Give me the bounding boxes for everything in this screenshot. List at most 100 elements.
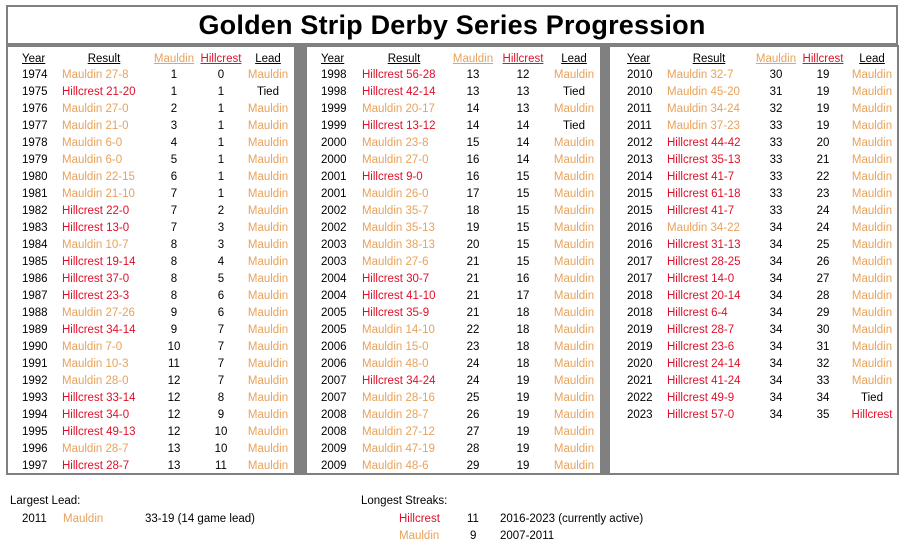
table-row: 1975 Hillcrest 21-20 1 1 Tied	[8, 84, 294, 101]
cell-hillcrest-wins: 19	[816, 86, 830, 98]
cell-lead: Mauldin	[247, 154, 289, 166]
cell-year: 2015	[627, 188, 653, 200]
page-title-text: Golden Strip Derby Series Progression	[198, 9, 706, 40]
cell-year: 1979	[22, 154, 48, 166]
cell-hillcrest-wins: 19	[816, 120, 830, 132]
cell-hillcrest-wins: 19	[816, 103, 830, 115]
table-row: 2017 Hillcrest 14-0 34 27 Mauldin	[610, 271, 897, 288]
cell-result: Hillcrest 13-12	[362, 120, 436, 132]
cell-mauldin-wins: 10	[167, 341, 181, 353]
cell-result: Mauldin 48-0	[362, 358, 429, 370]
cell-lead: Mauldin	[247, 358, 289, 370]
table-row: 1992 Mauldin 28-0 12 7 Mauldin	[8, 373, 294, 390]
cell-mauldin-wins: 34	[769, 324, 783, 336]
cell-hillcrest-wins: 1	[217, 154, 225, 166]
table-row: 2002 Mauldin 35-13 19 15 Mauldin	[307, 220, 600, 237]
table-row: 1993 Hillcrest 33-14 12 8 Mauldin	[8, 390, 294, 407]
cell-hillcrest-wins: 8	[217, 392, 225, 404]
cell-year: 1988	[22, 307, 48, 319]
cell-result: Mauldin 21-0	[62, 120, 129, 132]
table-row: 1983 Hillcrest 13-0 7 3 Mauldin	[8, 220, 294, 237]
cell-mauldin-wins: 33	[769, 171, 783, 183]
cell-mauldin-wins: 28	[466, 443, 480, 455]
cell-hillcrest-wins: 15	[516, 171, 530, 183]
cell-mauldin-wins: 24	[466, 375, 480, 387]
cell-hillcrest-wins: 26	[816, 256, 830, 268]
cell-mauldin-wins: 12	[167, 426, 181, 438]
column-header-result: Result	[387, 53, 421, 65]
cell-result: Mauldin 34-22	[667, 222, 740, 234]
cell-mauldin-wins: 27	[466, 426, 480, 438]
table-row: 2011 Mauldin 34-24 32 19 Mauldin	[610, 101, 897, 118]
column-header-result: Result	[692, 53, 726, 65]
cell-mauldin-wins: 9	[170, 307, 178, 319]
cell-lead: Mauldin	[553, 188, 595, 200]
cell-mauldin-wins: 18	[466, 205, 480, 217]
cell-lead: Mauldin	[247, 103, 289, 115]
cell-lead: Mauldin	[851, 103, 893, 115]
cell-result: Mauldin 28-0	[62, 375, 129, 387]
cell-year: 2008	[321, 409, 347, 421]
cell-lead: Mauldin	[553, 222, 595, 234]
series-table: Year Result Mauldin Hillcrest Lead 1974 Mauldi…	[6, 45, 899, 475]
cell-result: Hillcrest 14-0	[667, 273, 735, 285]
cell-result: Mauldin 6-0	[62, 154, 123, 166]
cell-lead: Mauldin	[851, 222, 893, 234]
cell-hillcrest-wins: 20	[816, 137, 830, 149]
cell-year: 2000	[321, 137, 347, 149]
cell-mauldin-wins: 16	[466, 154, 480, 166]
cell-mauldin-wins: 20	[466, 239, 480, 251]
cell-lead: Mauldin	[247, 69, 289, 81]
cell-mauldin-wins: 8	[170, 273, 178, 285]
streak-range-mauldin: 2007-2011	[500, 530, 555, 542]
cell-lead: Mauldin	[553, 239, 595, 251]
table-row: 2004 Hillcrest 30-7 21 16 Mauldin	[307, 271, 600, 288]
cell-mauldin-wins: 32	[769, 103, 783, 115]
cell-result: Mauldin 45-20	[667, 86, 740, 98]
cell-result: Hillcrest 23-3	[62, 290, 130, 302]
table-row: 1995 Hillcrest 49-13 12 10 Mauldin	[8, 424, 294, 441]
table-panel-2: Year Result Mauldin Hillcrest Lead 1998 Hillcr…	[307, 47, 600, 473]
cell-hillcrest-wins: 15	[516, 205, 530, 217]
cell-hillcrest-wins: 34	[816, 392, 830, 404]
cell-lead: Mauldin	[247, 443, 289, 455]
cell-mauldin-wins: 22	[466, 324, 480, 336]
cell-mauldin-wins: 34	[769, 273, 783, 285]
cell-hillcrest-wins: 15	[516, 188, 530, 200]
column-header-result: Result	[87, 53, 121, 65]
table-row: 1980 Mauldin 22-15 6 1 Mauldin	[8, 169, 294, 186]
cell-lead: Mauldin	[247, 239, 289, 251]
table-row: 2015 Hillcrest 61-18 33 23 Mauldin	[610, 186, 897, 203]
cell-year: 1984	[22, 239, 48, 251]
cell-mauldin-wins: 34	[769, 256, 783, 268]
cell-mauldin-wins: 8	[170, 256, 178, 268]
cell-year: 2000	[321, 154, 347, 166]
cell-hillcrest-wins: 19	[516, 392, 530, 404]
cell-lead: Mauldin	[851, 273, 893, 285]
cell-hillcrest-wins: 19	[516, 460, 530, 472]
cell-year: 2016	[627, 222, 653, 234]
cell-result: Hillcrest 6-4	[667, 307, 728, 319]
cell-year: 1975	[22, 86, 48, 98]
cell-result: Hillcrest 61-18	[667, 188, 741, 200]
cell-mauldin-wins: 7	[170, 222, 178, 234]
cell-result: Hillcrest 34-14	[62, 324, 136, 336]
cell-year: 2015	[627, 205, 653, 217]
cell-result: Hillcrest 34-0	[62, 409, 130, 421]
cell-result: Hillcrest 49-13	[62, 426, 136, 438]
cell-year: 1993	[22, 392, 48, 404]
column-header-year: Year	[627, 53, 651, 65]
cell-lead: Mauldin	[553, 409, 595, 421]
cell-hillcrest-wins: 18	[516, 324, 530, 336]
cell-result: Hillcrest 31-13	[667, 239, 741, 251]
cell-lead: Tied	[563, 120, 585, 132]
cell-year: 2017	[627, 256, 653, 268]
page-title: Golden Strip Derby Series Progression	[6, 5, 898, 45]
cell-result: Mauldin 27-6	[362, 256, 429, 268]
table-panel-1: Year Result Mauldin Hillcrest Lead 1974 Mauldi…	[8, 47, 294, 473]
cell-mauldin-wins: 5	[170, 154, 178, 166]
cell-hillcrest-wins: 31	[816, 341, 830, 353]
cell-lead: Mauldin	[553, 426, 595, 438]
cell-lead: Tied	[257, 86, 279, 98]
cell-hillcrest-wins: 10	[214, 443, 228, 455]
